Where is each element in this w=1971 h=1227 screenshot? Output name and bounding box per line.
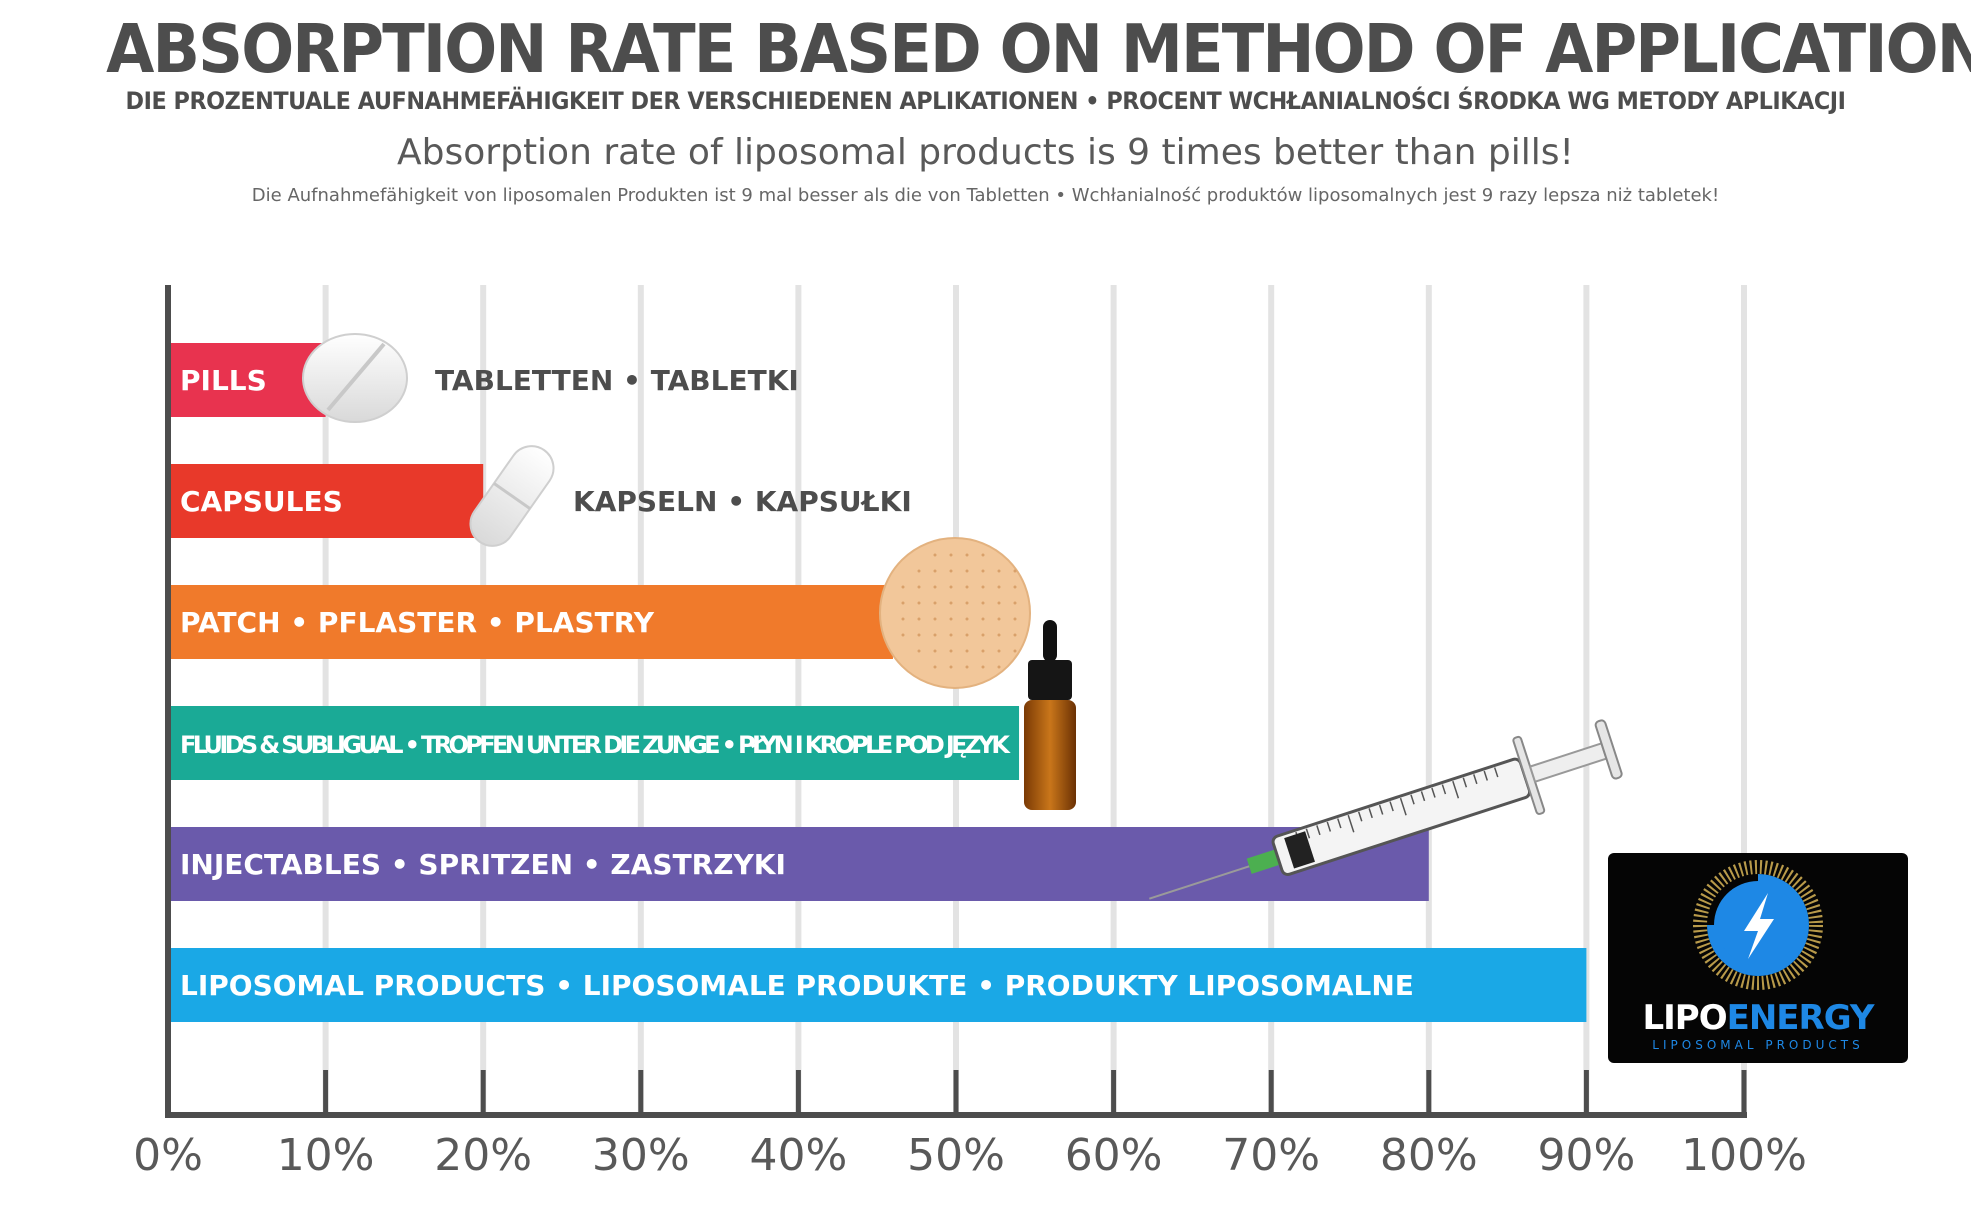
bars: PILLS TABLETTEN • TABLETKI CAPSULES KAPSELN… <box>171 343 1587 1022</box>
bar-label: PATCH • PFLASTER • PLASTRY <box>180 606 655 639</box>
x-tick-label: 30% <box>592 1130 690 1181</box>
chart-subtitle: DIE PROZENTUALE AUFNAHMEFÄHIGKEIT DER VE… <box>125 87 1846 115</box>
x-tick-label: 70% <box>1222 1130 1320 1181</box>
lightning-globe-icon <box>1693 860 1823 990</box>
x-tick-label: 0% <box>133 1130 203 1181</box>
x-axis: 0% 10% 20% 30% 40% 50% 60% 70% 80% 90% 100% <box>133 285 1807 1181</box>
x-tick-label: 60% <box>1065 1130 1163 1181</box>
tagline-translations: Die Aufnahmefähigkeit von liposomalen Pr… <box>251 185 1720 206</box>
bar <box>171 948 1587 1022</box>
bar-outside-label: KAPSELN • KAPSUŁKI <box>573 485 912 518</box>
tagline: Absorption rate of liposomal products is… <box>397 132 1574 173</box>
capsule-icon <box>469 445 555 547</box>
bar-label: LIPOSOMAL PRODUCTS • LIPOSOMALE PRODUKTE… <box>180 969 1414 1002</box>
bar <box>171 343 326 417</box>
bar-label: CAPSULES <box>180 485 343 518</box>
x-tick-label: 90% <box>1538 1130 1636 1181</box>
x-tick-label: 50% <box>907 1130 1005 1181</box>
bar <box>171 585 893 659</box>
bar-label: INJECTABLES • SPRITZEN • ZASTRZYKI <box>180 848 786 881</box>
bar <box>171 827 1429 901</box>
logo-name: LIPOENERGY <box>1642 998 1874 1038</box>
bar-label: FLUIDS & SUBLIGUAL • TROPFEN UNTER DIE Z… <box>180 731 1011 759</box>
bar <box>171 706 1020 780</box>
bar <box>171 464 484 538</box>
pill-icon <box>302 333 408 423</box>
x-tick-label: 100% <box>1681 1130 1807 1181</box>
x-tick-label: 10% <box>277 1130 375 1181</box>
bar-label: PILLS <box>180 364 267 397</box>
x-tick-label: 80% <box>1380 1130 1478 1181</box>
syringe-icon <box>1148 719 1623 900</box>
patch-icon <box>879 537 1031 689</box>
x-tick-label: 20% <box>434 1130 532 1181</box>
logo-subtitle: LIPOSOMAL PRODUCTS <box>1652 1038 1864 1052</box>
bar-icons <box>302 333 1623 900</box>
dropper-bottle-icon <box>1024 620 1076 810</box>
chart-title: ABSORPTION RATE BASED ON METHOD OF APPLI… <box>106 10 1971 88</box>
lipoenergy-logo: LIPOENERGY LIPOSOMAL PRODUCTS <box>1608 853 1908 1063</box>
x-tick-label: 40% <box>750 1130 848 1181</box>
bar-outside-label: TABLETTEN • TABLETKI <box>435 364 799 397</box>
